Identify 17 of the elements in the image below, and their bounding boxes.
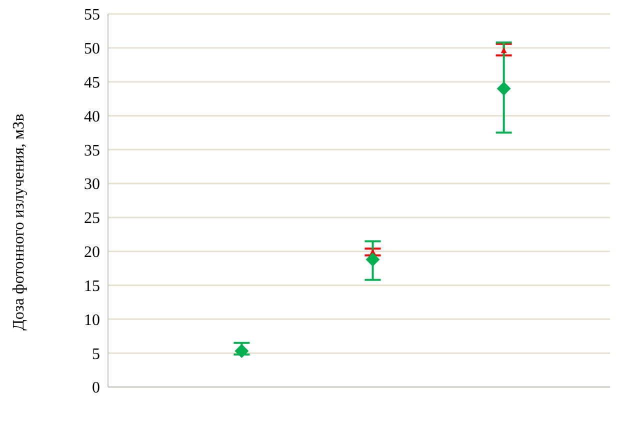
y-tick-label: 25 [84, 210, 100, 228]
y-tick-label: 45 [84, 74, 100, 92]
y-tick-label: 5 [92, 346, 100, 363]
y-tick-label: 55 [84, 6, 100, 24]
y-tick-label: 35 [84, 142, 100, 160]
y-tick-label: 30 [84, 176, 100, 194]
point [234, 344, 249, 358]
point [366, 252, 380, 266]
y-tick-label: 15 [84, 278, 100, 295]
y-tick-label: 10 [84, 312, 100, 329]
y-tick-label: 50 [84, 40, 100, 58]
y-tick-label: 0 [92, 380, 100, 397]
point [496, 82, 511, 96]
y-tick-label: 40 [84, 108, 100, 126]
y-axis-title: Доза фотонного излучения, мЗв [10, 113, 28, 330]
y-tick-label: 20 [84, 244, 100, 262]
point [500, 48, 507, 54]
